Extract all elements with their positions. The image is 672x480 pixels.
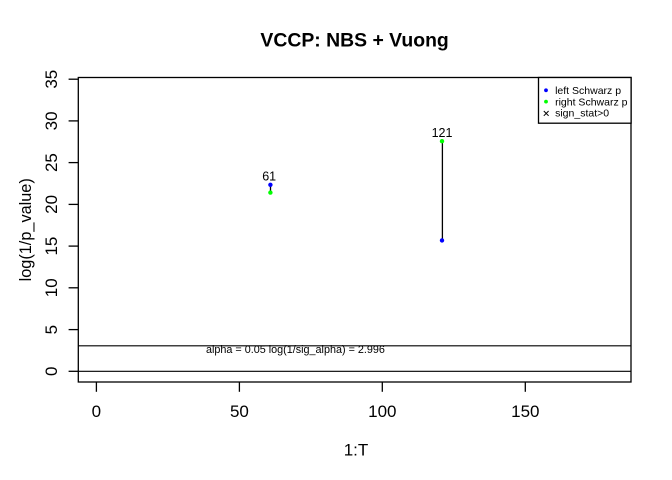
svg-text:alpha = 0.05 log(1/sig_alpha): alpha = 0.05 log(1/sig_alpha) = 2.996: [206, 344, 385, 356]
svg-text:VCCP: NBS + Vuong: VCCP: NBS + Vuong: [260, 30, 448, 52]
svg-text:61: 61: [262, 169, 276, 183]
svg-text:20: 20: [42, 195, 61, 214]
svg-text:right Schwarz p: right Schwarz p: [555, 96, 628, 108]
svg-text:10: 10: [42, 278, 61, 297]
svg-text:0: 0: [92, 402, 101, 421]
svg-text:0: 0: [42, 367, 61, 376]
svg-text:sign_stat>0: sign_stat>0: [555, 108, 609, 120]
svg-text:5: 5: [42, 325, 61, 334]
svg-text:30: 30: [42, 111, 61, 130]
svg-text:35: 35: [42, 70, 61, 89]
svg-text:121: 121: [432, 126, 453, 140]
svg-text:50: 50: [230, 402, 249, 421]
svg-text:25: 25: [42, 153, 61, 172]
svg-text:left Schwarz p: left Schwarz p: [555, 85, 621, 97]
svg-text:100: 100: [368, 402, 396, 421]
svg-text:15: 15: [42, 237, 61, 256]
svg-text:1:T: 1:T: [344, 441, 369, 460]
svg-text:log(1/p_value): log(1/p_value): [17, 178, 35, 281]
svg-text:150: 150: [511, 402, 539, 421]
